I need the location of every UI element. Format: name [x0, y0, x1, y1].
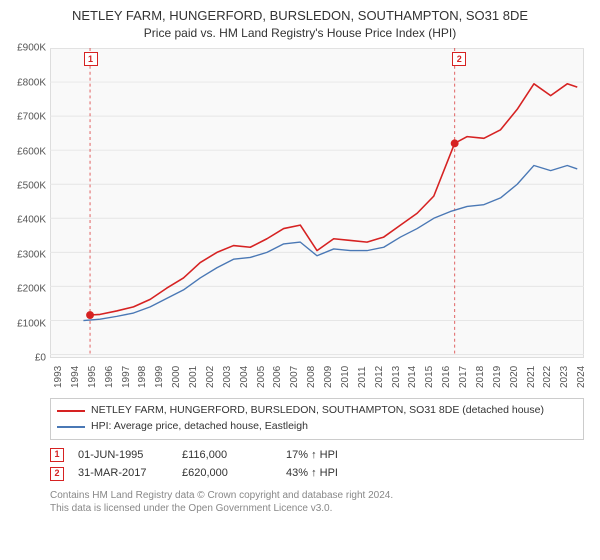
x-tick-label: 2012 — [374, 366, 385, 388]
x-tick-label: 2004 — [239, 366, 250, 388]
legend-label: NETLEY FARM, HUNGERFORD, BURSLEDON, SOUT… — [91, 403, 544, 419]
x-tick-label: 1996 — [104, 366, 115, 388]
credits-line: This data is licensed under the Open Gov… — [50, 502, 584, 515]
x-tick-label: 2013 — [391, 366, 402, 388]
x-tick-label: 1999 — [154, 366, 165, 388]
x-tick-label: 2005 — [256, 366, 267, 388]
chart-svg — [50, 48, 584, 355]
x-tick-label: 1998 — [137, 366, 148, 388]
x-tick-label: 2011 — [357, 367, 368, 389]
x-tick-label: 1993 — [53, 366, 64, 388]
x-tick-label: 2021 — [526, 366, 537, 388]
x-tick-label: 2003 — [222, 366, 233, 388]
x-tick-label: 2008 — [306, 366, 317, 388]
y-tick-label: £0 — [35, 353, 50, 364]
y-tick-label: £200K — [17, 284, 50, 295]
y-tick-label: £100K — [17, 318, 50, 329]
x-tick-label: 2016 — [441, 366, 452, 388]
event-marker: 1 — [84, 52, 98, 66]
page-title: NETLEY FARM, HUNGERFORD, BURSLEDON, SOUT… — [10, 8, 590, 24]
x-tick-label: 2000 — [171, 366, 182, 388]
annotation-date: 31-MAR-2017 — [78, 464, 168, 483]
x-tick-label: 1994 — [70, 366, 81, 388]
x-axis-labels: 1993 1994 1995 1996 1997 1998 1999 2000 2001 2002… — [50, 358, 584, 392]
credits-line: Contains HM Land Registry data © Crown c… — [50, 489, 584, 502]
annotation-date: 01-JUN-1995 — [78, 446, 168, 465]
x-tick-label: 2022 — [542, 366, 553, 388]
y-tick-label: £800K — [17, 77, 50, 88]
annotation-delta: 17% ↑ HPI — [286, 446, 376, 465]
y-tick-label: £300K — [17, 249, 50, 260]
legend-item: NETLEY FARM, HUNGERFORD, BURSLEDON, SOUT… — [57, 403, 577, 419]
x-tick-label: 1997 — [121, 366, 132, 388]
x-tick-label: 1995 — [87, 366, 98, 388]
y-tick-label: £700K — [17, 112, 50, 123]
x-tick-label: 2015 — [424, 366, 435, 388]
x-tick-label: 2009 — [323, 366, 334, 388]
x-tick-label: 2019 — [492, 366, 503, 388]
y-tick-label: £400K — [17, 215, 50, 226]
x-tick-label: 2023 — [559, 366, 570, 388]
x-tick-label: 2001 — [188, 366, 199, 388]
credits: Contains HM Land Registry data © Crown c… — [50, 489, 584, 515]
x-tick-label: 2018 — [475, 366, 486, 388]
x-tick-label: 2010 — [340, 366, 351, 388]
annotation-delta: 43% ↑ HPI — [286, 464, 376, 483]
annotation-price: £116,000 — [182, 446, 272, 465]
legend: NETLEY FARM, HUNGERFORD, BURSLEDON, SOUT… — [50, 398, 584, 440]
annotation-marker: 1 — [50, 448, 64, 462]
table-row: 1 01-JUN-1995 £116,000 17% ↑ HPI — [50, 446, 584, 465]
annotation-marker: 2 — [50, 467, 64, 481]
legend-label: HPI: Average price, detached house, East… — [91, 419, 308, 435]
x-tick-label: 2002 — [205, 366, 216, 388]
page-subtitle: Price paid vs. HM Land Registry's House … — [10, 26, 590, 40]
x-tick-label: 2020 — [509, 366, 520, 388]
x-tick-label: 2017 — [458, 366, 469, 388]
chart: £0£100K£200K£300K£400K£500K£600K£700K£80… — [50, 48, 584, 358]
legend-swatch — [57, 410, 85, 412]
x-tick-label: 2014 — [407, 366, 418, 388]
y-tick-label: £500K — [17, 181, 50, 192]
legend-swatch — [57, 426, 85, 428]
table-row: 2 31-MAR-2017 £620,000 43% ↑ HPI — [50, 464, 584, 483]
x-tick-label: 2006 — [272, 366, 283, 388]
x-tick-label: 2007 — [289, 366, 300, 388]
x-tick-label: 2024 — [576, 366, 587, 388]
y-tick-label: £900K — [17, 43, 50, 54]
event-marker: 2 — [452, 52, 466, 66]
annotation-price: £620,000 — [182, 464, 272, 483]
annotations-table: 1 01-JUN-1995 £116,000 17% ↑ HPI 2 31-MA… — [50, 446, 584, 483]
y-tick-label: £600K — [17, 146, 50, 157]
legend-item: HPI: Average price, detached house, East… — [57, 419, 577, 435]
